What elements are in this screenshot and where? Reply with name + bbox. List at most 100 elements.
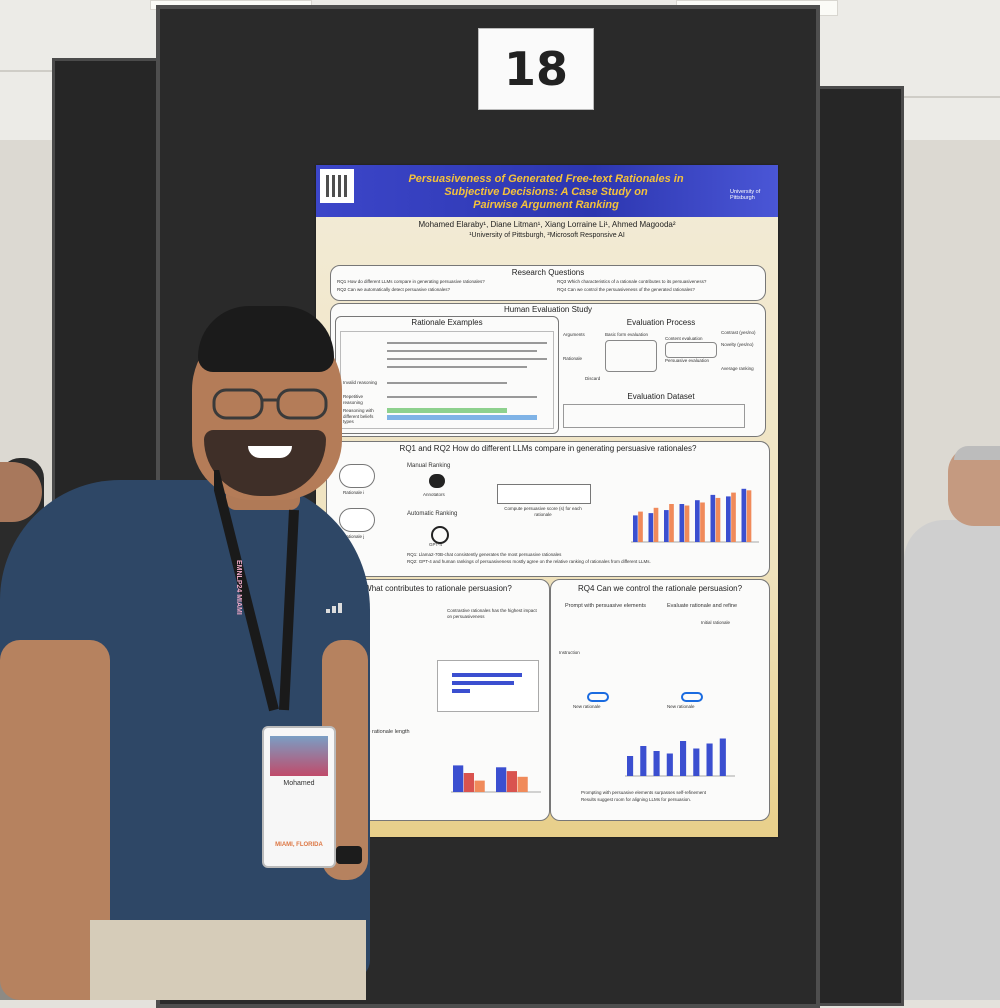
rq4-bar-chart [621, 720, 737, 780]
rq1-bar-chart-svg [631, 488, 759, 543]
rq4-title: RQ4 Can we control the rationale persuas… [577, 584, 743, 593]
rq1-rq2-box: RQ1 and RQ2 How do different LLMs compar… [326, 441, 770, 577]
badge-photo [270, 736, 328, 776]
booth-number: 18 [503, 42, 568, 96]
evaluation-dataset: Evaluation Dataset [561, 392, 761, 432]
length-chart-svg [451, 765, 541, 793]
formula-box [497, 484, 591, 504]
research-questions-box: Research Questions RQ1 How do different … [330, 265, 766, 301]
figure-bar [506, 771, 517, 792]
openai-logo-icon [431, 526, 449, 544]
presenter-hair [198, 306, 334, 372]
figure-bar [695, 500, 700, 542]
process-label: Discard [585, 376, 601, 381]
watch-icon [336, 846, 362, 864]
meta-logo-icon [681, 692, 703, 702]
regression-bar [452, 673, 522, 677]
initial-rationale-label: Initial rationale [701, 620, 731, 625]
ceiling-grid [880, 96, 1000, 98]
rq1-text: RQ1 How do different LLMs compare in gen… [337, 279, 485, 284]
figure-bar [679, 504, 685, 542]
poster-title-line: Pairwise Argument Ranking [473, 199, 619, 211]
evaluation-dataset-title: Evaluation Dataset [627, 392, 695, 401]
process-label: Rationale [563, 356, 583, 361]
figure-bar [669, 504, 674, 542]
rq3-length-point: Controlling the rationale length [335, 729, 410, 735]
rationale-examples-box: Rationale Examples Invalid reasoning Rep… [335, 316, 559, 434]
figure-bar [474, 780, 485, 792]
regression-bar-chart [437, 660, 539, 712]
regression-bar [452, 681, 514, 685]
rationale-j-label: Rationale j [343, 534, 365, 539]
figure-bar [741, 488, 747, 542]
figure-bar [640, 746, 647, 776]
poster-title-line: Persuasiveness of Generated Free-text Ra… [408, 173, 684, 185]
table-row-label: Invalid reasoning [343, 380, 378, 385]
rationale-examples-title: Rationale Examples [411, 318, 483, 327]
university-logo: University of Pittsburgh [730, 189, 761, 201]
new-rationale-label: New rationale [667, 704, 695, 709]
figure-bar [463, 773, 474, 792]
adidas-logo-icon [326, 600, 344, 613]
rq1-finding: RQ1: Llama2-70B-chat consistently genera… [407, 552, 562, 557]
process-label: Basic form evaluation [605, 332, 649, 337]
poster-affiliations: ¹University of Pittsburgh, ²Microsoft Re… [469, 232, 625, 239]
figure-bar [706, 743, 713, 776]
regression-bar [452, 689, 470, 693]
poster-title: Persuasiveness of Generated Free-text Ra… [366, 173, 726, 212]
table-row-label: Reasoning with different beliefs types [343, 408, 374, 424]
figure-bar [653, 751, 660, 776]
figure-bar [700, 502, 705, 542]
rq2-text: RQ2 Can we automatically detect persuasi… [337, 287, 451, 292]
figure-bar [710, 494, 716, 542]
figure-bar [664, 510, 669, 542]
figure-bar [680, 741, 687, 776]
figure-bar [693, 748, 700, 776]
refine-label: Evaluate rationale and refine [667, 603, 738, 609]
meta-logo-icon [587, 692, 609, 702]
table-row-label: Repetitive reasoning [343, 394, 364, 405]
figure-bar [627, 756, 634, 776]
rq1-rq2-title: RQ1 and RQ2 How do different LLMs compar… [399, 444, 697, 453]
gpt4-label: GPT-4 [429, 542, 443, 547]
figure-bar [731, 492, 736, 542]
figure-bar [496, 767, 507, 792]
figure-bar [746, 490, 752, 542]
figure-bar [666, 753, 673, 776]
annotators-label: Annotators [423, 492, 445, 497]
rq4-finding: Prompting with persuasive elements surpa… [581, 790, 707, 795]
display-panel-right [812, 86, 904, 1006]
rationale-i-label: Rationale i [343, 490, 365, 495]
background-person-right [904, 520, 1000, 1000]
badge-city: MIAMI, FLORIDA [275, 842, 323, 848]
process-label: Novelty (yes/no) [721, 342, 754, 347]
qr-code-icon [320, 169, 354, 203]
name-badge: Mohamed MIAMI, FLORIDA [262, 726, 336, 868]
rq1-bar-chart [627, 460, 761, 546]
manual-ranking-label: Manual Ranking [407, 463, 451, 469]
process-label: Persuasive evaluation [665, 358, 710, 363]
figure-bar [453, 765, 464, 792]
length-control-chart [447, 748, 543, 796]
poster-header: Persuasiveness of Generated Free-text Ra… [316, 165, 778, 217]
figure-bar [715, 497, 721, 542]
rq2-finding: RQ2: GPT-4 and human rankings of persuas… [407, 559, 651, 564]
figure-bar [684, 505, 690, 542]
examples-table: Invalid reasoning Repetitive reasoning R… [340, 331, 554, 429]
process-label: Content evaluation [665, 336, 703, 341]
cloud-icon [339, 508, 375, 532]
human-evaluation-box: Human Evaluation Study Rationale Example… [330, 303, 766, 437]
process-label: Average ranking [721, 366, 754, 371]
poster-title-line: Subjective Decisions: A Case Study on [444, 186, 648, 198]
people-icon [429, 474, 445, 488]
figure-bar [719, 738, 726, 776]
figure-bar [638, 511, 643, 542]
rq3-text: RQ3 Which characteristics of a rationale… [557, 279, 707, 284]
rq4-bar-chart-svg [625, 738, 735, 777]
automatic-ranking-label: Automatic Ranking [407, 511, 458, 517]
research-questions-title: Research Questions [511, 268, 585, 277]
rq3-point: Contrastive rationales has the highest i… [447, 608, 537, 619]
booth-number-card: 18 [478, 28, 594, 110]
new-rationale-label: New rationale [573, 704, 601, 709]
lanyard-text: EMNLP24 MIAMI [235, 560, 242, 615]
